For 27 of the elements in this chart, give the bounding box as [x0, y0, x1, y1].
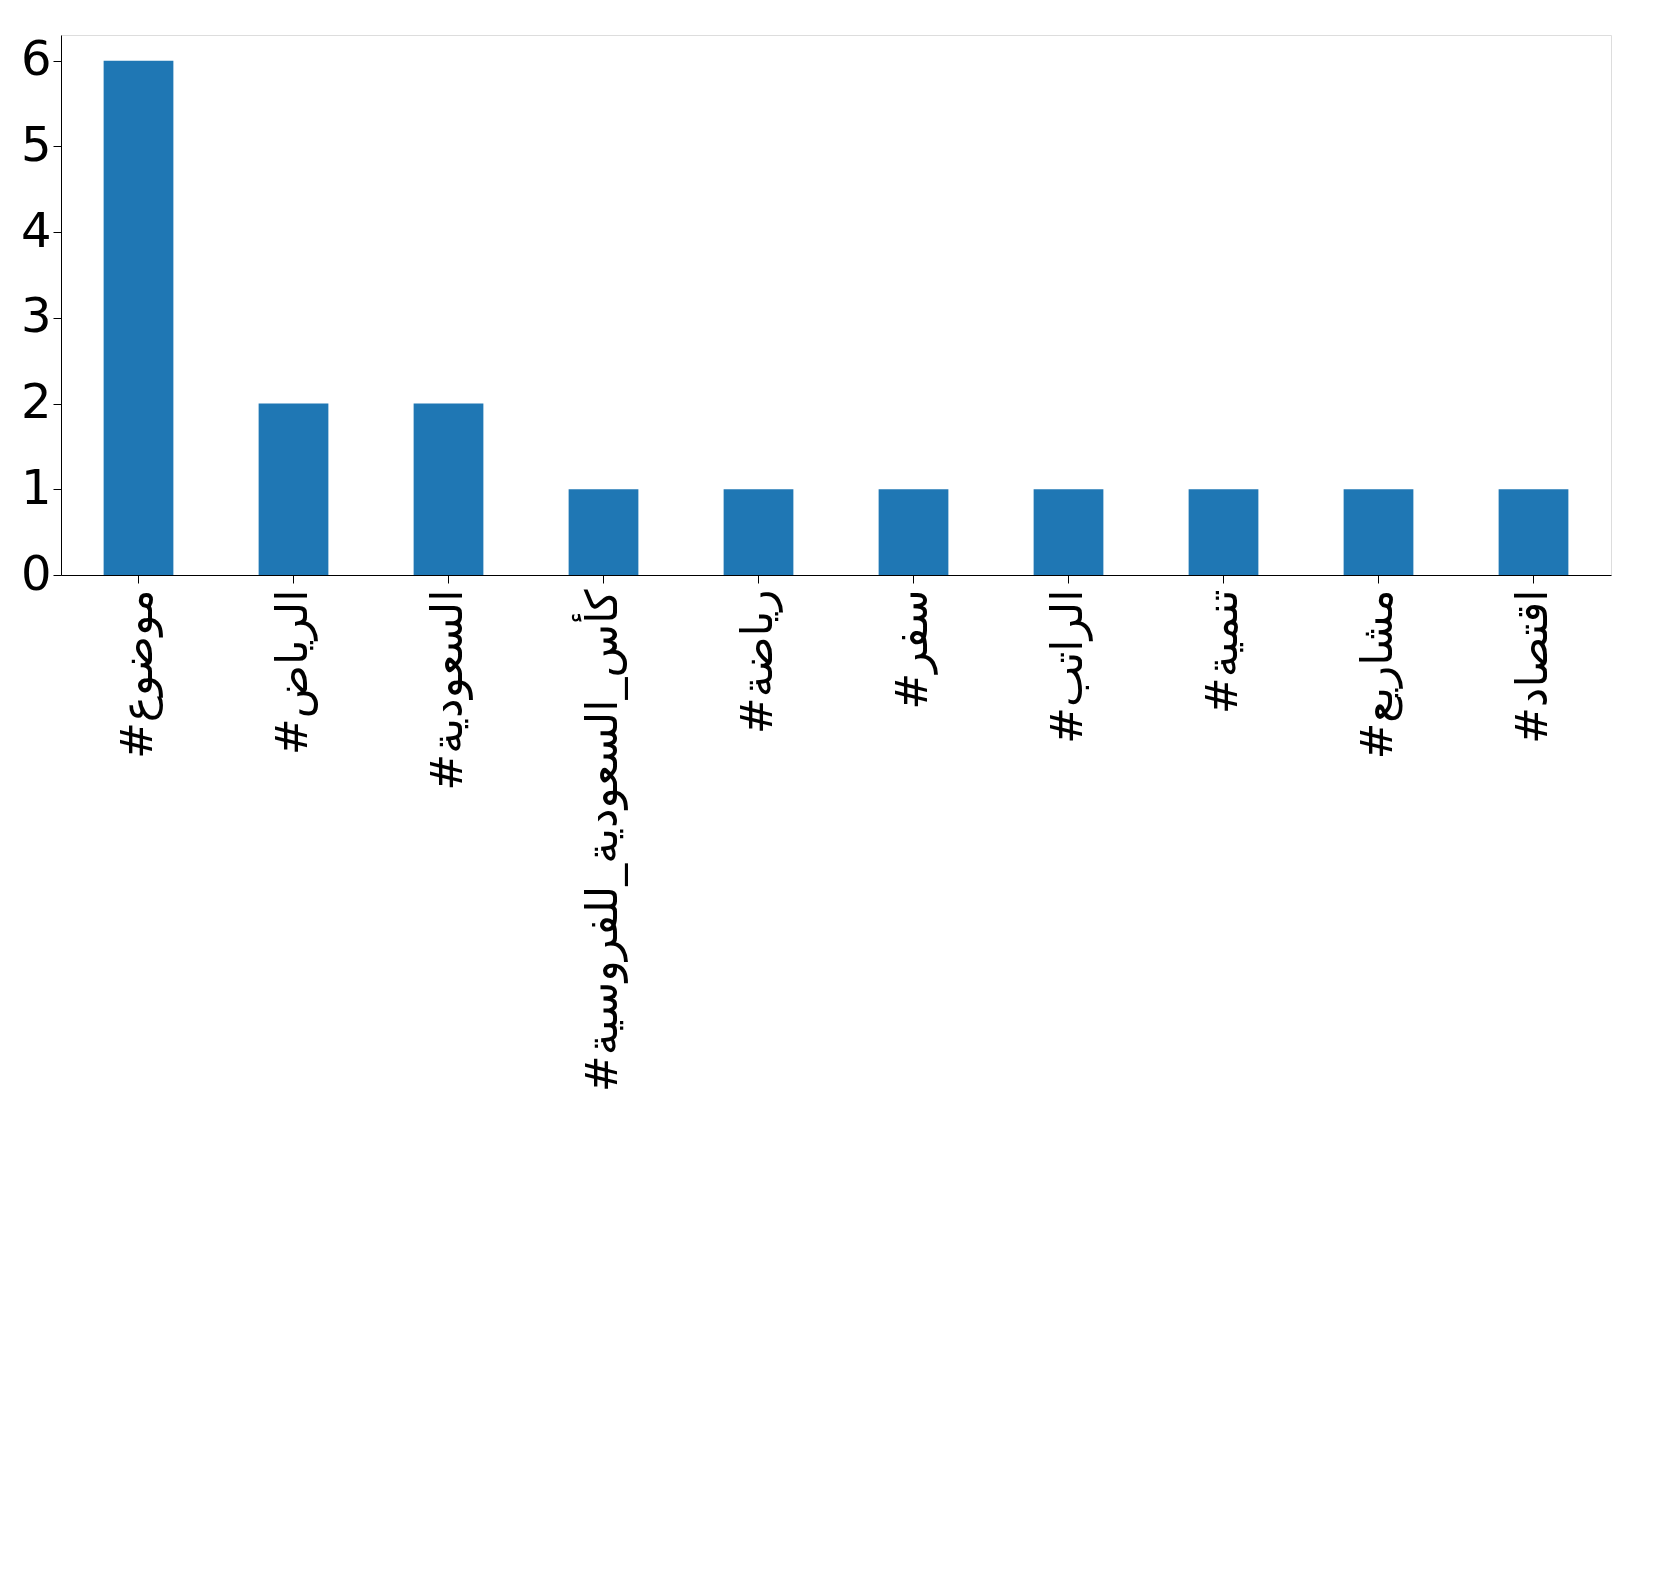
x-tick-label: #تنمية: [1195, 589, 1247, 715]
y-tick-label: 2: [20, 373, 52, 430]
bar: [413, 403, 484, 575]
bar: [1188, 489, 1259, 575]
x-tick-label: #كأس_السعودية_للفروسية: [570, 589, 628, 1093]
x-tick-label: #سفر: [885, 589, 938, 710]
bar: [568, 489, 639, 575]
bar: [723, 489, 794, 575]
y-tick-label: 6: [20, 30, 52, 87]
bar: [1498, 489, 1569, 575]
bar: [258, 403, 329, 575]
y-tick-label: 3: [20, 287, 52, 344]
x-tick-label: #موضوع: [110, 589, 163, 760]
x-tick-label: #الراتب: [1040, 589, 1093, 744]
bar: [103, 60, 174, 575]
bar: [1033, 489, 1104, 575]
x-tick-label: #السعودية: [420, 589, 473, 791]
bar: [1343, 489, 1414, 575]
y-tick-label: 4: [20, 201, 52, 258]
x-tick-label: #اقتصاد: [1505, 589, 1557, 745]
y-tick-label: 0: [20, 544, 52, 601]
y-tick-label: 5: [20, 115, 52, 172]
y-tick-label: 1: [20, 458, 52, 515]
x-tick-label: #مشاريع: [1350, 589, 1403, 760]
x-tick-label: #الرياض: [265, 589, 318, 756]
bar: [878, 489, 949, 575]
x-tick-label: #رياضة: [730, 589, 783, 735]
